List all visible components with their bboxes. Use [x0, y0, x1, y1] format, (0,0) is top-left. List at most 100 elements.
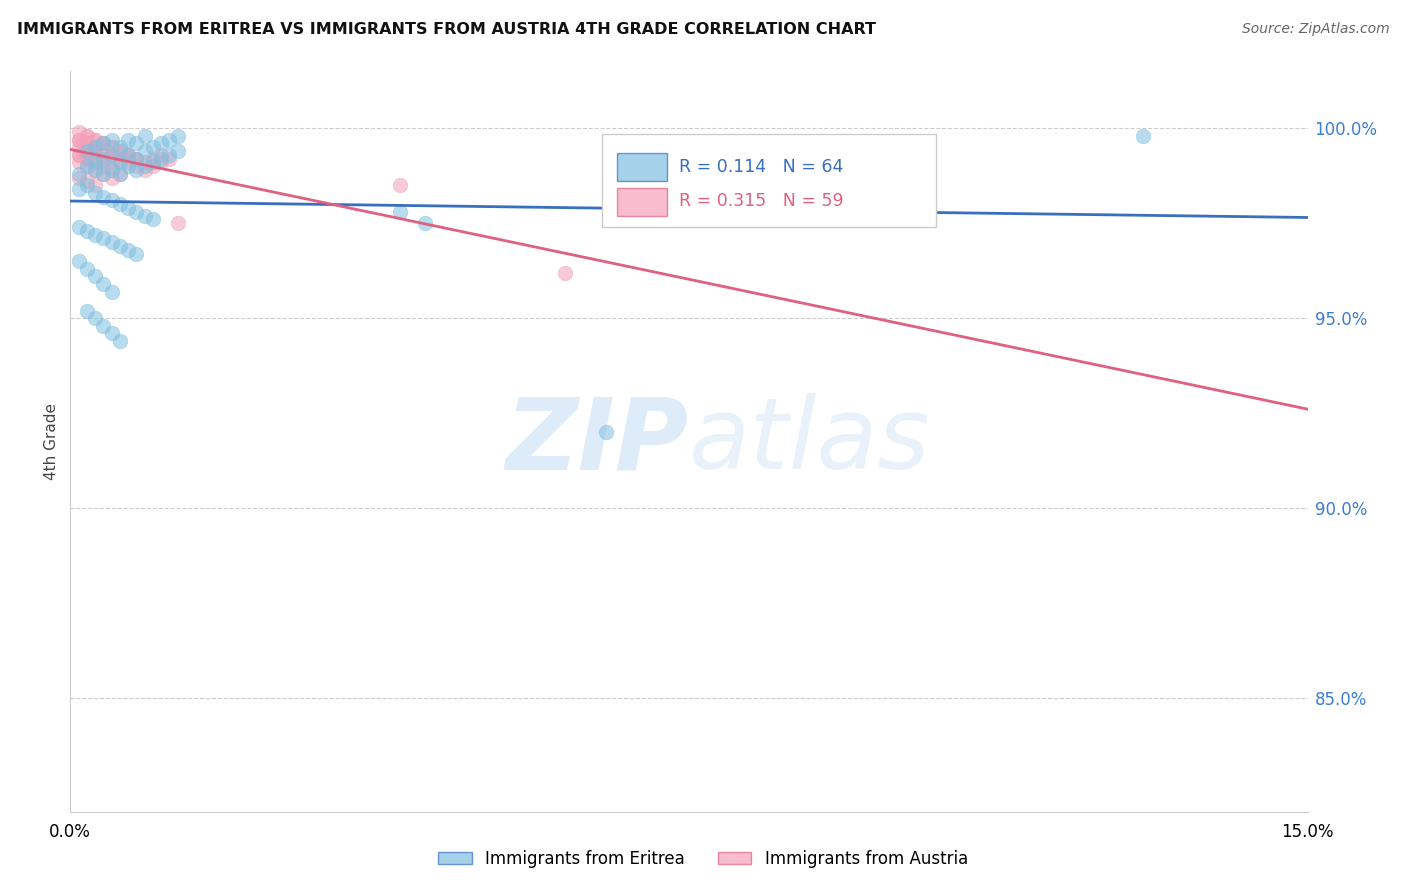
Point — [166, 216, 188, 230]
Point — [142, 140, 165, 154]
Point — [134, 163, 156, 178]
Point — [108, 144, 131, 158]
Point — [125, 163, 148, 178]
Point — [91, 144, 114, 158]
Point — [108, 144, 131, 158]
Point — [84, 155, 107, 169]
Text: IMMIGRANTS FROM ERITREA VS IMMIGRANTS FROM AUSTRIA 4TH GRADE CORRELATION CHART: IMMIGRANTS FROM ERITREA VS IMMIGRANTS FR… — [17, 22, 876, 37]
Point — [67, 125, 90, 139]
Point — [117, 159, 139, 173]
Point — [91, 231, 114, 245]
Point — [67, 254, 90, 268]
Point — [76, 128, 98, 143]
FancyBboxPatch shape — [617, 153, 666, 181]
Point — [134, 128, 156, 143]
Point — [84, 163, 107, 178]
Point — [150, 155, 173, 169]
Point — [142, 152, 165, 166]
Point — [142, 212, 165, 227]
Point — [595, 425, 617, 439]
Point — [100, 148, 122, 162]
Point — [108, 334, 131, 348]
Point — [91, 167, 114, 181]
Point — [100, 326, 122, 341]
Point — [84, 133, 107, 147]
Point — [84, 269, 107, 284]
Point — [76, 159, 98, 173]
Point — [117, 148, 139, 162]
Point — [125, 246, 148, 260]
Point — [150, 148, 173, 162]
Point — [100, 235, 122, 250]
Point — [76, 303, 98, 318]
Point — [100, 285, 122, 299]
Point — [84, 148, 107, 162]
Point — [389, 178, 412, 193]
Point — [84, 186, 107, 200]
Point — [554, 266, 576, 280]
Point — [91, 159, 114, 173]
Point — [125, 152, 148, 166]
Point — [134, 159, 156, 173]
Point — [100, 194, 122, 208]
Point — [108, 197, 131, 211]
Point — [67, 148, 90, 162]
Point — [84, 140, 107, 154]
Point — [100, 148, 122, 162]
Point — [76, 224, 98, 238]
Point — [108, 140, 131, 154]
Point — [117, 243, 139, 257]
Point — [108, 155, 131, 169]
Point — [125, 159, 148, 173]
Point — [100, 133, 122, 147]
Point — [76, 152, 98, 166]
Text: Source: ZipAtlas.com: Source: ZipAtlas.com — [1241, 22, 1389, 37]
Point — [91, 189, 114, 203]
Point — [166, 128, 188, 143]
Point — [67, 182, 90, 196]
Point — [117, 201, 139, 215]
Point — [76, 144, 98, 158]
FancyBboxPatch shape — [617, 187, 666, 216]
Point — [142, 159, 165, 173]
Point — [125, 136, 148, 151]
Point — [76, 159, 98, 173]
Point — [117, 148, 139, 162]
Point — [100, 155, 122, 169]
Point — [67, 167, 90, 181]
Point — [67, 155, 90, 169]
Point — [117, 148, 139, 162]
Text: ZIP: ZIP — [506, 393, 689, 490]
Point — [91, 136, 114, 151]
Point — [157, 133, 180, 147]
Point — [67, 220, 90, 235]
Point — [108, 239, 131, 253]
Point — [100, 163, 122, 178]
Point — [108, 167, 131, 181]
Point — [134, 209, 156, 223]
FancyBboxPatch shape — [602, 135, 936, 227]
Point — [76, 136, 98, 151]
Point — [84, 178, 107, 193]
Point — [134, 155, 156, 169]
Point — [166, 144, 188, 158]
Point — [413, 216, 436, 230]
Point — [67, 133, 90, 147]
Point — [100, 140, 122, 154]
Point — [100, 170, 122, 185]
Point — [76, 128, 98, 143]
Point — [91, 152, 114, 166]
Point — [84, 133, 107, 147]
Point — [157, 152, 180, 166]
Point — [84, 155, 107, 169]
Point — [108, 152, 131, 166]
Text: R = 0.315   N = 59: R = 0.315 N = 59 — [679, 192, 844, 210]
Point — [84, 155, 107, 169]
Point — [76, 144, 98, 158]
Point — [142, 155, 165, 169]
Point — [134, 144, 156, 158]
Point — [125, 204, 148, 219]
Point — [157, 148, 180, 162]
Point — [67, 133, 90, 147]
Point — [84, 163, 107, 178]
